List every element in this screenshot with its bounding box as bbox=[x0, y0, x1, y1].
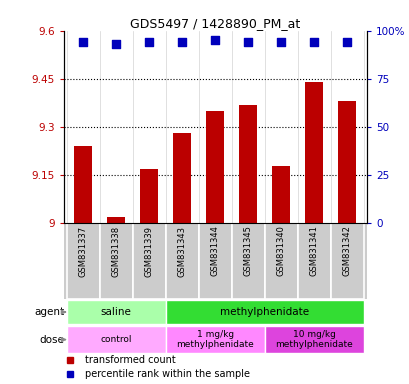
Bar bbox=[330, 223, 363, 299]
Text: 1 mg/kg
methylphenidate: 1 mg/kg methylphenidate bbox=[176, 330, 254, 349]
Bar bbox=[206, 111, 224, 223]
Bar bbox=[198, 223, 231, 299]
Point bbox=[244, 39, 251, 45]
Bar bbox=[74, 146, 92, 223]
Bar bbox=[297, 223, 330, 299]
Text: GSM831345: GSM831345 bbox=[243, 225, 252, 276]
Bar bbox=[337, 101, 355, 223]
Bar bbox=[165, 223, 198, 299]
Bar bbox=[264, 223, 297, 299]
Text: GSM831337: GSM831337 bbox=[79, 225, 88, 277]
Bar bbox=[238, 104, 257, 223]
Text: saline: saline bbox=[101, 307, 131, 317]
Title: GDS5497 / 1428890_PM_at: GDS5497 / 1428890_PM_at bbox=[130, 17, 300, 30]
Text: percentile rank within the sample: percentile rank within the sample bbox=[85, 369, 249, 379]
Bar bbox=[99, 223, 133, 299]
Point bbox=[310, 39, 317, 45]
Bar bbox=[67, 300, 165, 324]
Text: GSM831340: GSM831340 bbox=[276, 225, 285, 276]
Point bbox=[277, 39, 284, 45]
Bar bbox=[67, 326, 165, 353]
Bar bbox=[165, 326, 264, 353]
Bar bbox=[133, 223, 165, 299]
Text: 10 mg/kg
methylphenidate: 10 mg/kg methylphenidate bbox=[274, 330, 352, 349]
Text: control: control bbox=[100, 335, 132, 344]
Point bbox=[343, 39, 350, 45]
Text: agent: agent bbox=[34, 307, 64, 317]
Text: GSM831338: GSM831338 bbox=[112, 225, 121, 277]
Bar bbox=[173, 134, 191, 223]
Bar bbox=[272, 166, 290, 223]
Point bbox=[211, 37, 218, 43]
Text: GSM831344: GSM831344 bbox=[210, 225, 219, 276]
Bar bbox=[165, 300, 363, 324]
Bar bbox=[231, 223, 264, 299]
Text: transformed count: transformed count bbox=[85, 355, 175, 365]
Point bbox=[113, 41, 119, 47]
Text: GSM831341: GSM831341 bbox=[309, 225, 318, 276]
Point bbox=[80, 39, 86, 45]
Bar bbox=[264, 326, 363, 353]
Text: dose: dose bbox=[39, 334, 64, 344]
Bar bbox=[304, 82, 322, 223]
Bar bbox=[67, 223, 99, 299]
Text: GSM831342: GSM831342 bbox=[342, 225, 351, 276]
Point bbox=[146, 39, 152, 45]
Text: GSM831339: GSM831339 bbox=[144, 225, 153, 276]
Text: methylphenidate: methylphenidate bbox=[220, 307, 308, 317]
Bar bbox=[107, 217, 125, 223]
Bar bbox=[140, 169, 158, 223]
Text: GSM831343: GSM831343 bbox=[178, 225, 187, 276]
Point bbox=[179, 39, 185, 45]
